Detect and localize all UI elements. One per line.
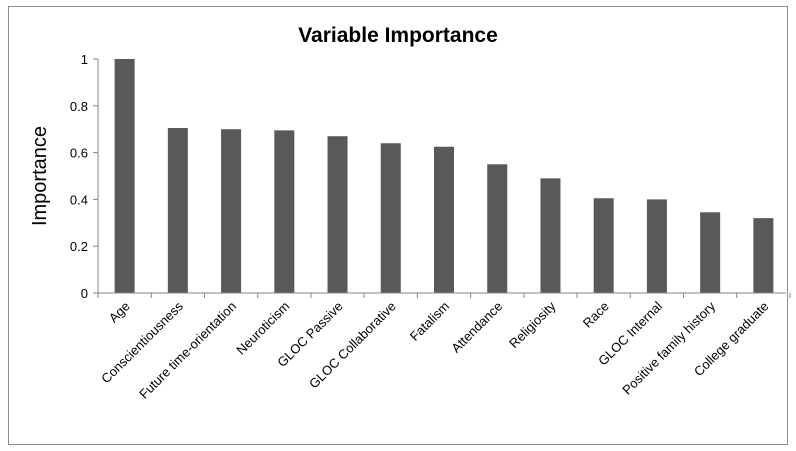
bar-age xyxy=(114,59,135,293)
x-ticks-group xyxy=(97,293,791,298)
y-ticks-group xyxy=(93,58,98,294)
bar-future-time-orientation xyxy=(221,129,242,293)
bars-group xyxy=(114,59,774,293)
bar-attendance xyxy=(487,164,508,293)
bar-conscientiousness xyxy=(167,128,188,293)
y-tick-label: 0.2 xyxy=(70,239,88,254)
bar-positive-family-history xyxy=(700,212,721,293)
bar-college-graduate xyxy=(753,218,774,293)
y-tick-label: 0.8 xyxy=(70,99,88,114)
category-label: Religiosity xyxy=(506,298,559,351)
category-label: Race xyxy=(580,299,612,331)
y-tick-labels-group: 0 0.2 0.4 0.6 0.8 1 xyxy=(70,52,88,301)
y-tick-label: 0.4 xyxy=(70,192,88,207)
category-label: Age xyxy=(106,299,133,326)
bar-neuroticism xyxy=(274,130,295,293)
chart-title: Variable Importance xyxy=(298,24,498,47)
y-tick-label: 0 xyxy=(81,286,88,301)
category-label: Future time-orientation xyxy=(136,299,239,402)
y-tick-label: 1 xyxy=(81,52,88,67)
y-axis-title: Importance xyxy=(29,126,51,226)
bar-gloc-passive xyxy=(327,136,348,293)
category-label: Positive family history xyxy=(619,298,718,397)
y-tick-label: 0.6 xyxy=(70,146,88,161)
bar-fatalism xyxy=(434,146,454,293)
bar-gloc-internal xyxy=(646,199,667,293)
category-label: Attendance xyxy=(448,299,505,356)
bar-gloc-collaborative xyxy=(380,143,401,293)
bar-religiosity xyxy=(540,178,561,293)
category-label: Fatalism xyxy=(407,299,452,344)
bar-race xyxy=(593,198,614,293)
